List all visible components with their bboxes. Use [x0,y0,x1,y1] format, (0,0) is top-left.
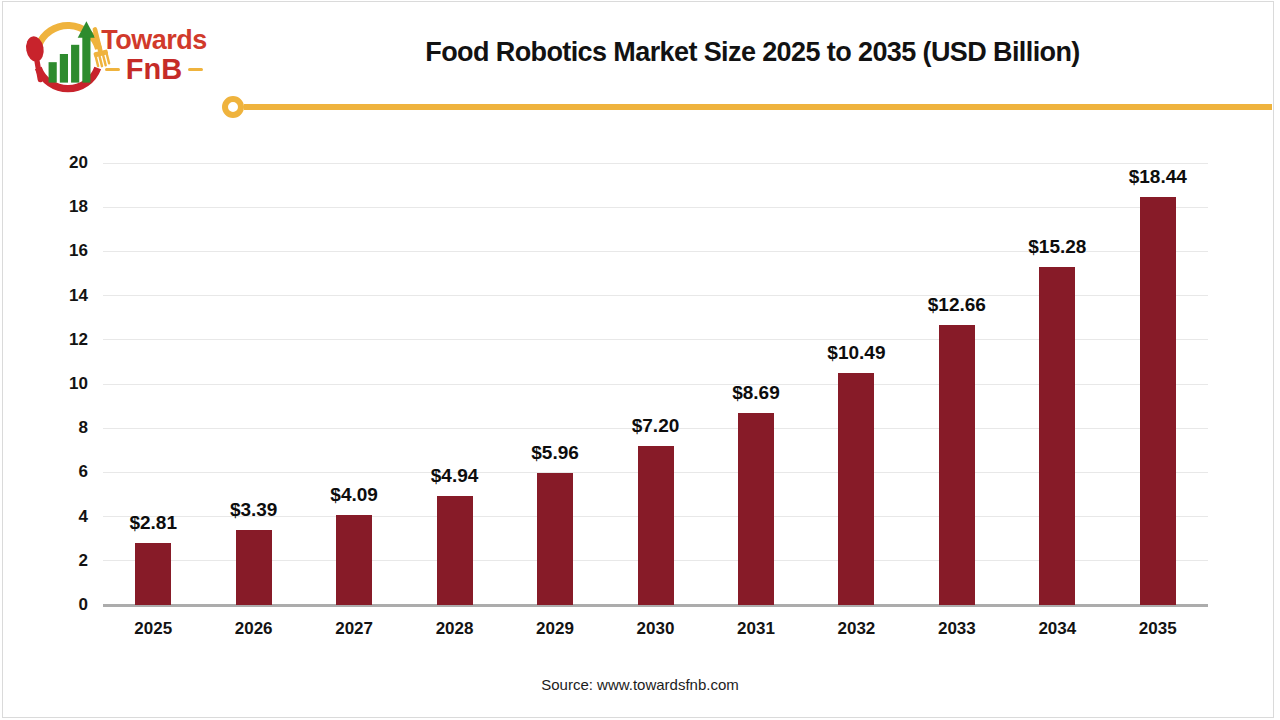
bar-2035 [1140,197,1176,605]
bar-2026 [236,530,272,605]
bar-value-label: $10.49 [786,342,926,364]
slide: Towards FnB Food Robotics Market Size 20… [0,0,1280,720]
bar-value-label: $8.69 [686,382,826,404]
bar-2031 [738,413,774,605]
y-tick-label: 8 [28,418,88,438]
bar-value-label: $7.20 [586,415,726,437]
y-tick-label: 0 [28,595,88,615]
x-tick-label: 2029 [505,619,605,639]
x-tick-label: 2031 [706,619,806,639]
gridline [103,163,1208,164]
y-tick-label: 2 [28,551,88,571]
y-tick-label: 6 [28,462,88,482]
bar-2027 [336,515,372,605]
bar-value-label: $5.96 [485,442,625,464]
bar-2028 [437,496,473,605]
bar-value-label: $4.94 [385,465,525,487]
bar-chart: 02468101214161820$2.812025$3.392026$4.09… [0,0,1280,720]
source-text: Source: www.towardsfnb.com [0,676,1280,693]
bar-2029 [537,473,573,605]
y-tick-label: 20 [28,153,88,173]
x-tick-label: 2026 [204,619,304,639]
gridline [103,207,1208,208]
bar-value-label: $15.28 [987,236,1127,258]
y-tick-label: 12 [28,330,88,350]
bar-2032 [838,373,874,605]
x-tick-label: 2032 [806,619,906,639]
x-tick-label: 2030 [606,619,706,639]
bar-2030 [638,446,674,605]
y-tick-label: 16 [28,241,88,261]
y-tick-label: 10 [28,374,88,394]
bar-value-label: $18.44 [1088,166,1228,188]
x-tick-label: 2035 [1108,619,1208,639]
x-tick-label: 2028 [405,619,505,639]
x-tick-label: 2027 [304,619,404,639]
x-tick-label: 2034 [1007,619,1107,639]
x-tick-label: 2025 [103,619,203,639]
bar-2025 [135,543,171,605]
bar-2033 [939,325,975,605]
bar-2034 [1039,267,1075,605]
y-tick-label: 18 [28,197,88,217]
x-tick-label: 2033 [907,619,1007,639]
y-tick-label: 4 [28,507,88,527]
y-tick-label: 14 [28,286,88,306]
bar-value-label: $12.66 [887,294,1027,316]
bar-value-label: $4.09 [284,484,424,506]
